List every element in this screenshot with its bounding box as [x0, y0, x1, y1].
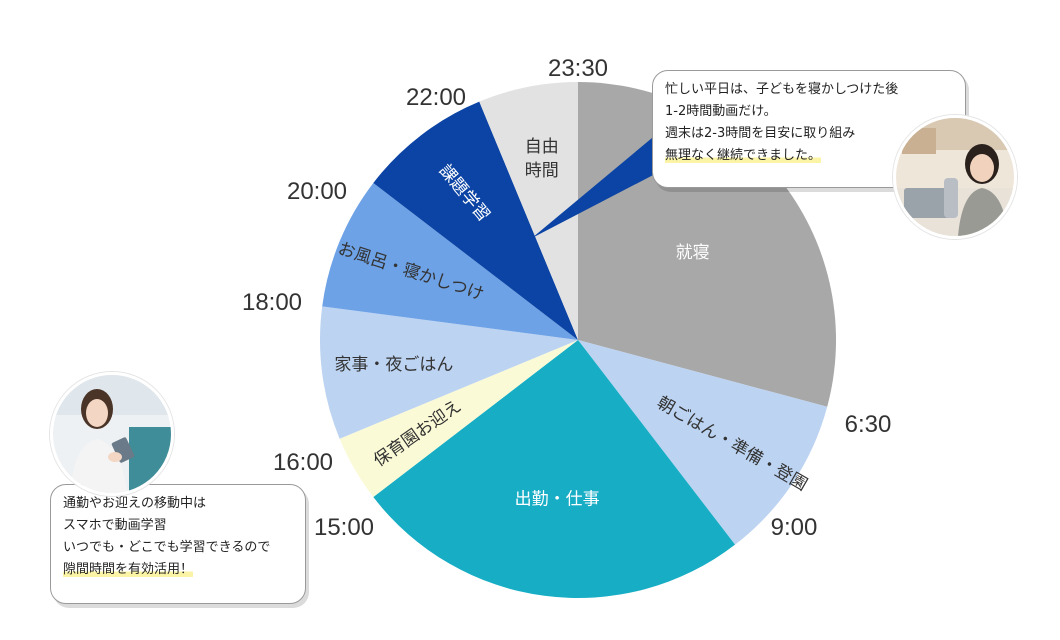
bubble-line: 1-2時間動画だけ。 — [665, 104, 777, 119]
pie-slice — [373, 340, 736, 598]
bubble-line: いつでも・どこでも学習できるので — [63, 540, 271, 555]
slice-label: 家事・夜ごはん — [334, 355, 453, 375]
pie-slice — [373, 101, 578, 340]
avatar-woman-phone — [50, 372, 174, 496]
bubble-line: 週末は2-3時間を目安に取り組み — [665, 126, 856, 141]
speech-bubble-commute: 通勤やお迎えの移動中は スマホで動画学習 いつでも・どこでも学習できるので 隙間… — [50, 484, 306, 604]
pie-slice — [578, 340, 828, 545]
time-label: 22:00 — [406, 84, 466, 111]
time-label: 15:00 — [314, 514, 374, 541]
bubble-line-highlighted: 無理なく継続できました。 — [665, 148, 822, 163]
time-label: 20:00 — [287, 178, 347, 205]
pie-slice — [479, 82, 578, 340]
bubble-line: スマホで動画学習 — [63, 518, 167, 533]
bubble-line: 通勤やお迎えの移動中は — [63, 496, 207, 511]
pie-slice — [339, 340, 578, 498]
time-label: 6:30 — [845, 411, 892, 438]
time-label: 18:00 — [242, 289, 302, 316]
pie-slice — [322, 182, 578, 340]
time-label: 23:30 — [548, 55, 608, 82]
slice-label: 出勤・仕事 — [515, 490, 600, 510]
slice-label: 就寝 — [676, 242, 710, 263]
slice-label: 自由時間 — [525, 137, 559, 181]
avatar-woman-laptop — [893, 115, 1017, 239]
time-label: 16:00 — [273, 449, 333, 476]
bubble-line-highlighted: 隙間時間を有効活用！ — [63, 562, 194, 577]
bubble-pointer-wedge — [532, 128, 682, 238]
time-label: 9:00 — [771, 514, 818, 541]
bubble-line: 忙しい平日は、子どもを寝かしつけた後 — [665, 82, 899, 97]
pie-slice — [320, 306, 578, 439]
